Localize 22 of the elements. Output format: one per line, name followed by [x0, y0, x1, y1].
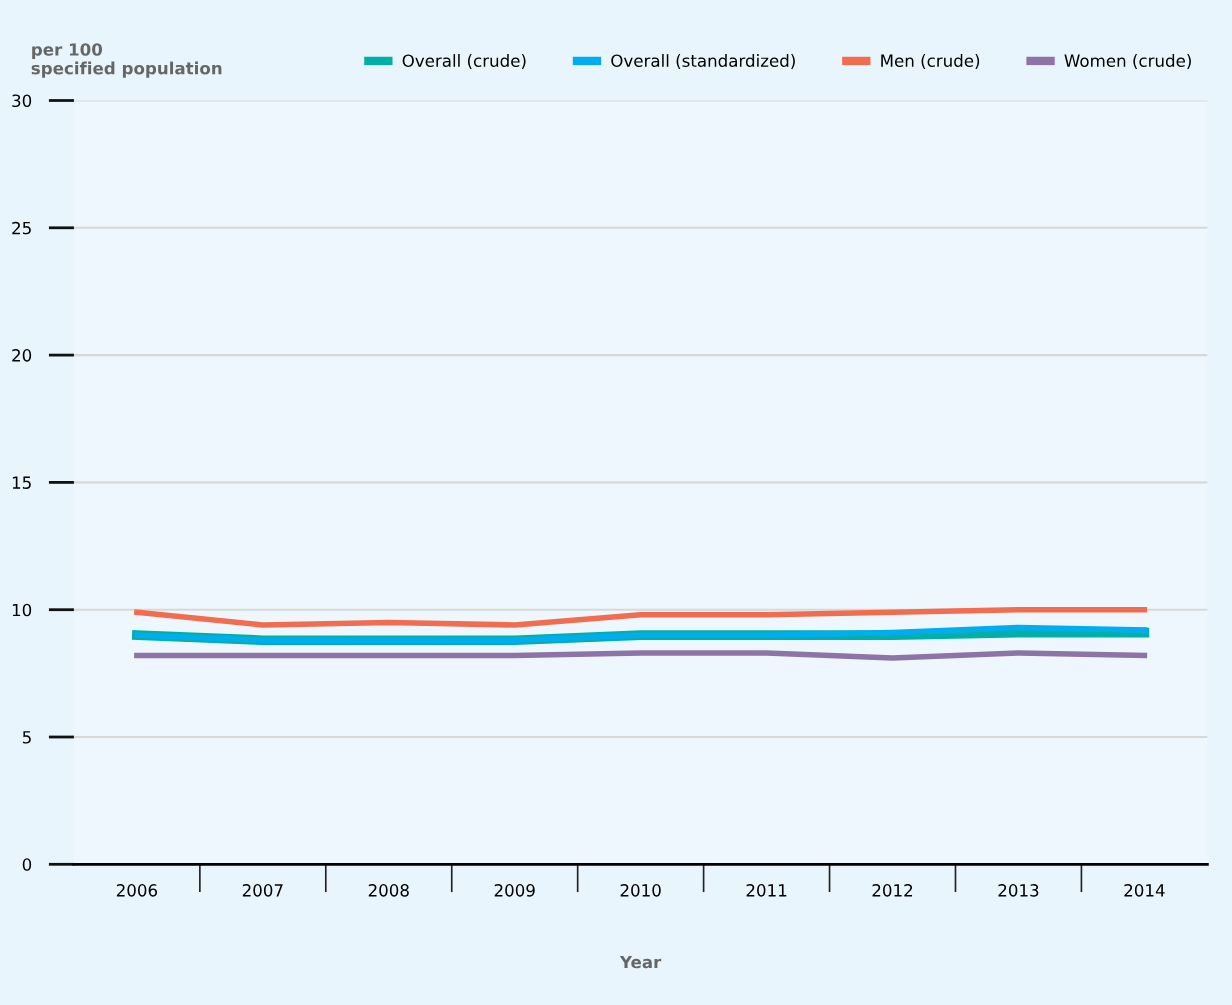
y-tick-label: 20 — [12, 349, 32, 362]
legend-label: Overall (standardized) — [611, 54, 795, 69]
y-tick-label: 25 — [12, 221, 31, 235]
x-tick-label: 2007 — [242, 884, 283, 897]
y-tick-label: 5 — [22, 731, 31, 744]
x-tick-label: 2009 — [494, 884, 535, 897]
y-axis-title: per 100 specified population — [31, 43, 222, 78]
y-tick-label: 10 — [12, 603, 32, 617]
legend-label: Women (crude) — [1064, 54, 1191, 69]
y-tick-label: 15 — [12, 476, 31, 489]
y-tick-label: 30 — [12, 94, 32, 108]
x-tick-label: 2006 — [116, 884, 158, 897]
legend-label: Men (crude) — [881, 54, 980, 69]
x-tick-label: 2011 — [746, 884, 787, 897]
legend-label: Overall (crude) — [402, 54, 526, 69]
x-tick-label: 2014 — [1124, 884, 1165, 897]
x-axis-title: Year — [619, 955, 662, 969]
x-tick-label: 2010 — [620, 884, 661, 897]
x-tick-label: 2008 — [368, 884, 409, 897]
x-tick-label: 2012 — [872, 884, 913, 897]
x-tick-label: 2013 — [998, 884, 1039, 897]
y-tick-label: 0 — [22, 858, 32, 871]
